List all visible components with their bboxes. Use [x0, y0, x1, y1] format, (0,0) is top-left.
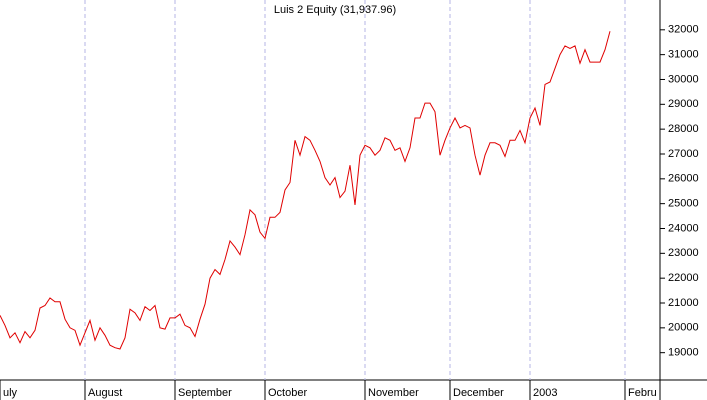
y-tick-label: 22000 [668, 272, 699, 284]
x-tick-label: September [178, 387, 232, 399]
y-tick-label: 19000 [668, 347, 699, 359]
x-tick-label: Febru [628, 387, 657, 399]
y-tick-label: 21000 [668, 297, 699, 309]
x-tick-label: December [453, 387, 504, 399]
x-tick-label: uly [3, 387, 18, 399]
x-tick-label: October [268, 387, 307, 399]
y-tick-label: 20000 [668, 322, 699, 334]
chart-title: Luis 2 Equity (31,937.96) [274, 4, 396, 16]
y-tick-label: 27000 [668, 148, 699, 160]
y-tick-label: 28000 [668, 123, 699, 135]
y-tick-label: 29000 [668, 98, 699, 110]
x-tick-label: August [88, 387, 122, 399]
y-tick-label: 31000 [668, 49, 699, 61]
x-tick-label: 2003 [533, 387, 557, 399]
y-tick-label: 26000 [668, 173, 699, 185]
y-tick-label: 32000 [668, 24, 699, 36]
y-tick-label: 30000 [668, 73, 699, 85]
line-series [0, 31, 611, 350]
y-tick-label: 25000 [668, 198, 699, 210]
y-tick-label: 23000 [668, 247, 699, 259]
x-tick-label: November [368, 387, 419, 399]
y-tick-label: 24000 [668, 222, 699, 234]
